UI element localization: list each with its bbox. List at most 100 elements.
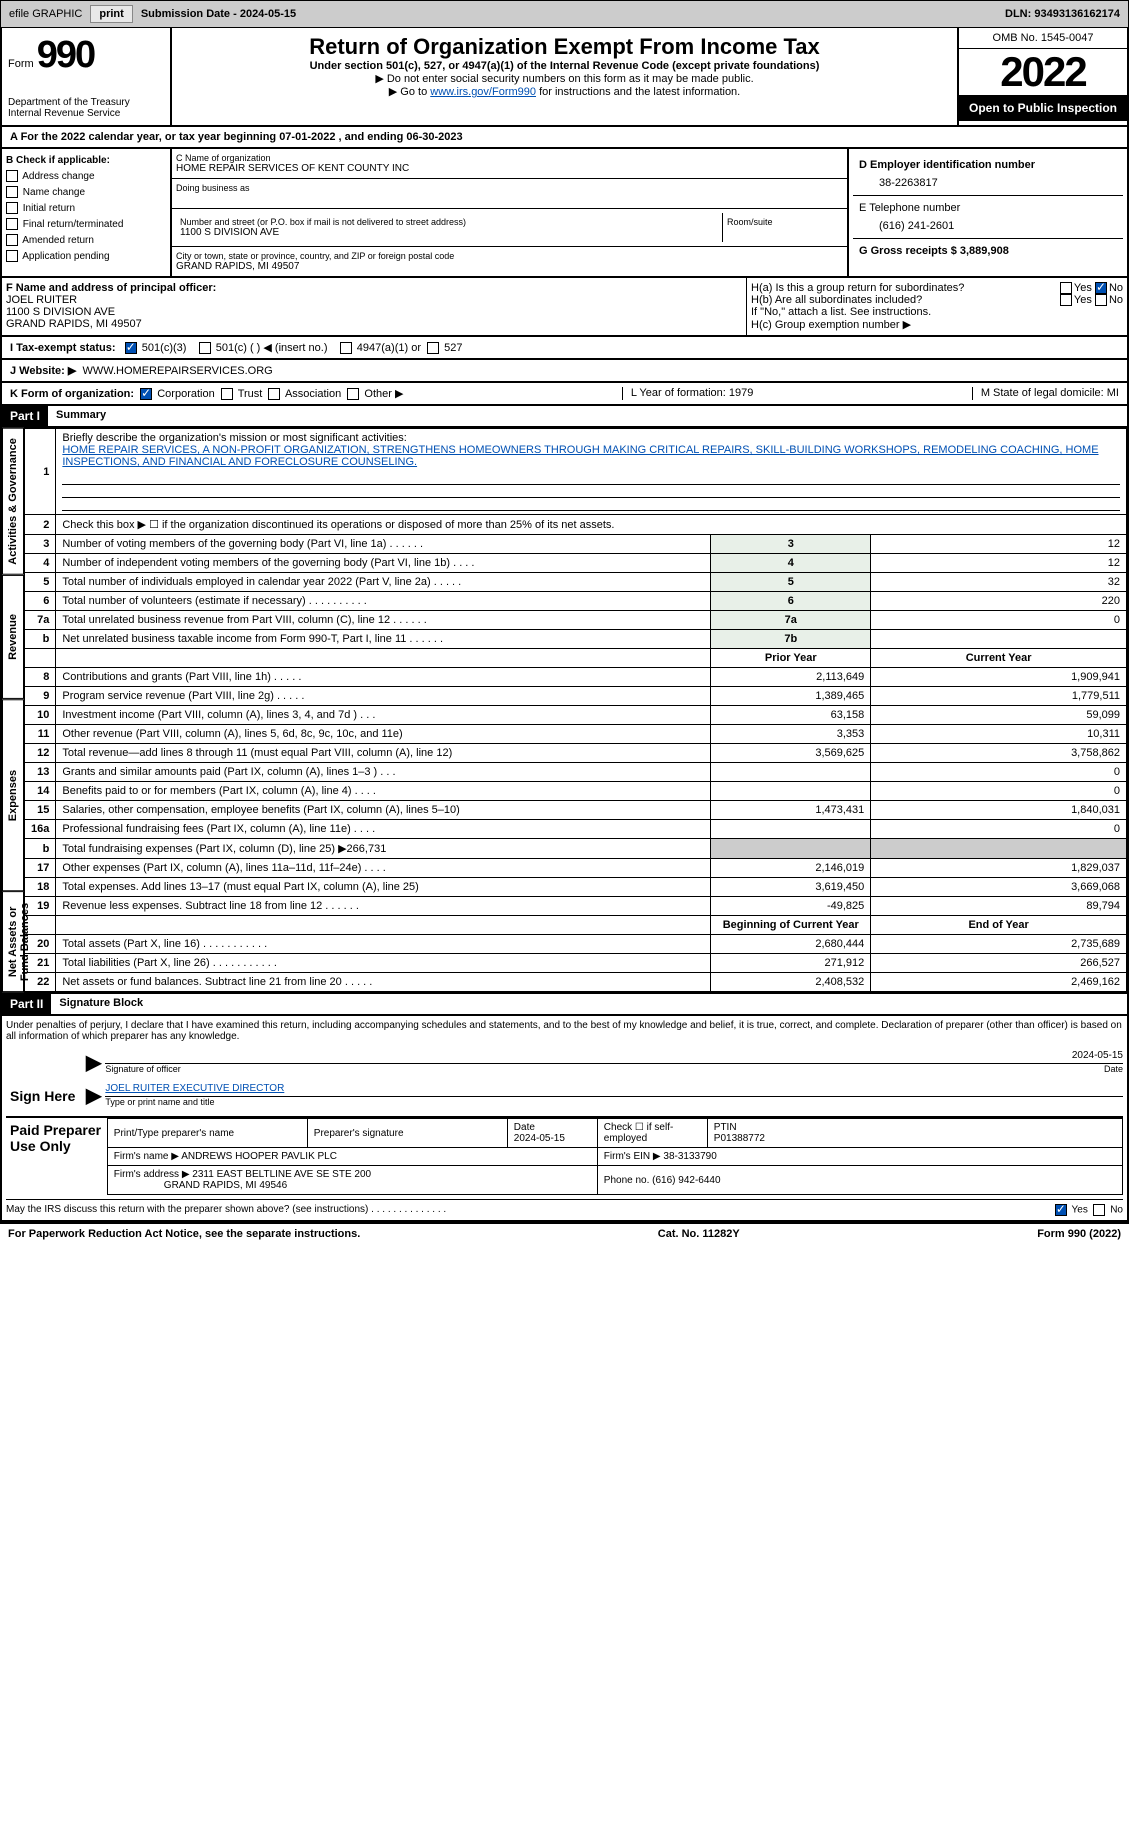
- header-left: Form 990 Department of the Treasury Inte…: [2, 28, 172, 125]
- prior-year-value: [711, 782, 871, 801]
- opt-501c3: 501(c)(3): [142, 342, 187, 354]
- end-year-header: End of Year: [871, 916, 1127, 935]
- g-gross-label: G Gross receipts $ 3,889,908: [859, 245, 1117, 257]
- k-label: K Form of organization:: [10, 388, 134, 400]
- table-row: 13 Grants and similar amounts paid (Part…: [25, 763, 1127, 782]
- prior-year-value: 2,146,019: [711, 859, 871, 878]
- current-year-value: 2,735,689: [871, 935, 1127, 954]
- current-year-value: 1,779,511: [871, 687, 1127, 706]
- line-label: Total assets (Part X, line 16) . . . . .…: [56, 935, 711, 954]
- table-row: 5 Total number of individuals employed i…: [25, 573, 1127, 592]
- line-label: Total unrelated business revenue from Pa…: [56, 611, 711, 630]
- line-value: 32: [871, 573, 1127, 592]
- g-gross-row: G Gross receipts $ 3,889,908: [853, 239, 1123, 263]
- no-label: No: [1109, 282, 1123, 294]
- cb-app-pending[interactable]: Application pending: [6, 249, 166, 265]
- discuss-row: May the IRS discuss this return with the…: [6, 1199, 1123, 1216]
- current-year-value: 59,099: [871, 706, 1127, 725]
- boy-eoy-header: Beginning of Current Year End of Year: [25, 916, 1127, 935]
- yes-label: Yes: [1072, 1205, 1088, 1216]
- c-city-row: City or town, state or province, country…: [172, 247, 847, 276]
- line-box: 3: [711, 535, 871, 554]
- penalty-text: Under penalties of perjury, I declare th…: [6, 1020, 1123, 1042]
- cb-ha-yes[interactable]: [1060, 282, 1072, 294]
- hb-label: H(b) Are all subordinates included?: [751, 294, 922, 306]
- part2-header-row: Part II Signature Block: [0, 994, 1129, 1016]
- cb-address-change[interactable]: Address change: [6, 169, 166, 185]
- cb-hb-yes[interactable]: [1060, 294, 1072, 306]
- col-h-group: H(a) Is this a group return for subordin…: [747, 278, 1127, 335]
- line-num: 16a: [25, 820, 56, 839]
- row-j-website: J Website: ▶ WWW.HOMEREPAIRSERVICES.ORG: [0, 360, 1129, 383]
- table-row: 22 Net assets or fund balances. Subtract…: [25, 973, 1127, 992]
- ptin-label: PTIN: [714, 1122, 737, 1133]
- ha-row: H(a) Is this a group return for subordin…: [751, 282, 1123, 294]
- b-item-label: Name change: [23, 187, 85, 198]
- line-box: 7a: [711, 611, 871, 630]
- cb-ha-no[interactable]: [1095, 282, 1107, 294]
- py-cy-header: Prior Year Current Year: [25, 649, 1127, 668]
- preparer-table: Print/Type preparer's name Preparer's si…: [107, 1118, 1123, 1195]
- line-num: 4: [25, 554, 56, 573]
- cb-501c[interactable]: [199, 342, 211, 354]
- line-num: 18: [25, 878, 56, 897]
- col-b-checkboxes: B Check if applicable: Address change Na…: [2, 149, 172, 276]
- current-year-value: 266,527: [871, 954, 1127, 973]
- cb-501c3[interactable]: [125, 342, 137, 354]
- beg-year-header: Beginning of Current Year: [711, 916, 871, 935]
- line-label: Program service revenue (Part VIII, line…: [56, 687, 711, 706]
- prior-year-value: 1,473,431: [711, 801, 871, 820]
- line-box: 6: [711, 592, 871, 611]
- cb-527[interactable]: [427, 342, 439, 354]
- cb-association[interactable]: [268, 388, 280, 400]
- prior-year-value: -49,825: [711, 897, 871, 916]
- row-i-tax-exempt: I Tax-exempt status: 501(c)(3) 501(c) ( …: [0, 337, 1129, 360]
- line-num: 10: [25, 706, 56, 725]
- cb-corporation[interactable]: [140, 388, 152, 400]
- sig-date-label: Date: [1104, 1064, 1123, 1074]
- sig-cells: ▶ 2024-05-15 Signature of officer Date ▶…: [86, 1050, 1123, 1108]
- opt-other: Other ▶: [364, 388, 403, 400]
- col-d-right: D Employer identification number 38-2263…: [847, 149, 1127, 276]
- part1-label: Part I: [2, 406, 48, 426]
- firm-ein-label: Firm's EIN ▶ 38-3133790: [597, 1148, 1122, 1166]
- print-button[interactable]: print: [90, 5, 132, 23]
- part1-body: Activities & Governance Revenue Expenses…: [0, 428, 1129, 994]
- line-label: Grants and similar amounts paid (Part IX…: [56, 763, 711, 782]
- cb-other[interactable]: [347, 388, 359, 400]
- b-item-label: Initial return: [23, 203, 75, 214]
- line1-row: 1 Briefly describe the organization's mi…: [25, 429, 1127, 515]
- signer-name: JOEL RUITER EXECUTIVE DIRECTOR: [105, 1083, 284, 1094]
- opt-trust: Trust: [238, 388, 263, 400]
- line-label: Salaries, other compensation, employee b…: [56, 801, 711, 820]
- cb-hb-no[interactable]: [1095, 294, 1107, 306]
- prep-sig-label: Preparer's signature: [307, 1119, 507, 1148]
- hb-row: H(b) Are all subordinates included? Yes …: [751, 294, 1123, 306]
- c-dba-row: Doing business as: [172, 179, 847, 209]
- part2-body: Under penalties of perjury, I declare th…: [0, 1016, 1129, 1222]
- opt-assoc: Association: [285, 388, 341, 400]
- cb-discuss-no[interactable]: [1093, 1204, 1105, 1216]
- prior-year-value: 2,113,649: [711, 668, 871, 687]
- current-year-value: 0: [871, 782, 1127, 801]
- cb-trust[interactable]: [221, 388, 233, 400]
- cb-4947[interactable]: [340, 342, 352, 354]
- c-addr-row: Number and street (or P.O. box if mail i…: [172, 209, 847, 247]
- line-value: [871, 630, 1127, 649]
- sig-date-value: 2024-05-15: [1072, 1050, 1123, 1061]
- cb-name-change[interactable]: Name change: [6, 185, 166, 201]
- vlabel-netassets: Net Assets or Fund Balances: [2, 891, 24, 992]
- cb-initial-return[interactable]: Initial return: [6, 201, 166, 217]
- current-year-value: 0: [871, 820, 1127, 839]
- sig-name-label: Type or print name and title: [105, 1097, 1123, 1107]
- current-year-value: 1,909,941: [871, 668, 1127, 687]
- opt-4947: 4947(a)(1) or: [357, 342, 421, 354]
- cb-amended-return[interactable]: Amended return: [6, 233, 166, 249]
- current-year-value: 2,469,162: [871, 973, 1127, 992]
- irs-link[interactable]: www.irs.gov/Form990: [430, 86, 536, 98]
- cb-final-return[interactable]: Final return/terminated: [6, 217, 166, 233]
- summary-table: 1 Briefly describe the organization's mi…: [24, 428, 1127, 992]
- table-row: 8 Contributions and grants (Part VIII, l…: [25, 668, 1127, 687]
- tel-value: (616) 241-2601: [859, 214, 1117, 232]
- cb-discuss-yes[interactable]: [1055, 1204, 1067, 1216]
